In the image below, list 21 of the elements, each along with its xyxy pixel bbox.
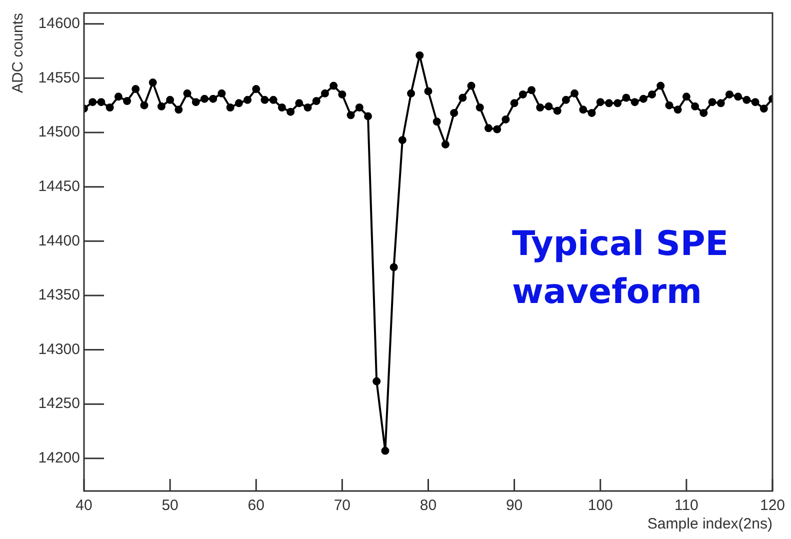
y-tick-label: 14200	[38, 450, 80, 467]
x-tick-label: 60	[248, 497, 264, 514]
annotation: Typical SPE waveform	[512, 224, 729, 312]
x-tick-label: 70	[334, 497, 351, 514]
y-tick-label: 14500	[38, 124, 80, 141]
x-tick-label: 40	[76, 497, 92, 514]
x-tick-label: 90	[506, 497, 523, 514]
x-tick-label: 120	[760, 497, 785, 514]
x-tick-label: 80	[420, 497, 437, 514]
y-tick-label: 14400	[38, 232, 80, 250]
x-tick-label: 100	[588, 497, 613, 514]
x-tick-label: 50	[162, 497, 178, 514]
y-tick-label: 14350	[38, 286, 80, 304]
y-tick-label: 14300	[38, 340, 80, 358]
y-tick-label: 14450	[38, 178, 80, 195]
y-axis-title: ADC counts	[10, 13, 27, 94]
y-tick-label: 14550	[38, 69, 80, 86]
y-tick-label: 14600	[38, 15, 80, 32]
x-axis-title: Sample index(2ns)	[647, 516, 772, 533]
x-tick-label: 110	[674, 497, 698, 514]
y-tick-label: 14250	[38, 395, 80, 412]
